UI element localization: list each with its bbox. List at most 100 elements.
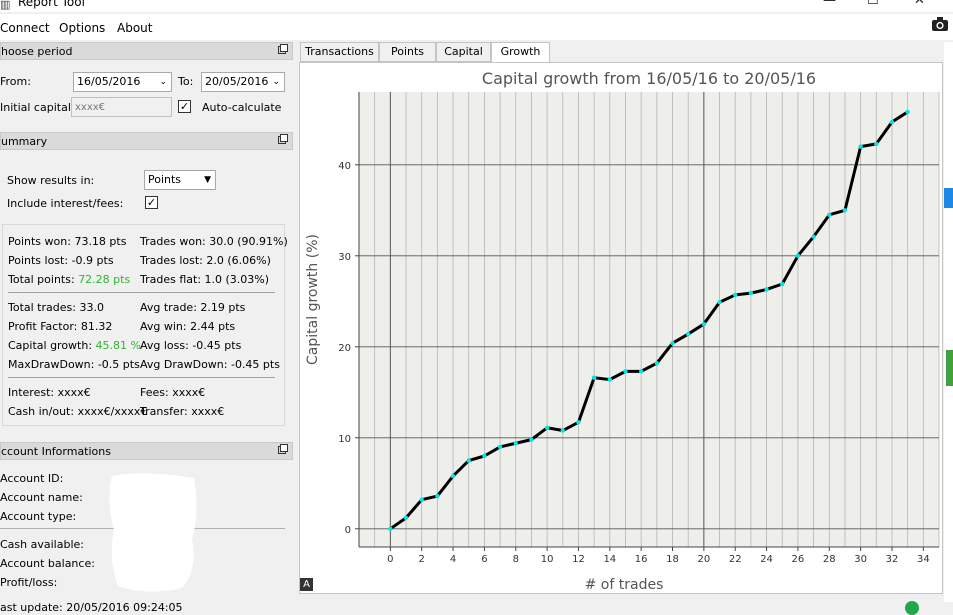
account-balance-label: Account balance: bbox=[0, 557, 95, 570]
stat-total-points-label: Total points: bbox=[8, 273, 79, 286]
y-tick-label: 10 bbox=[338, 434, 351, 445]
data-point bbox=[858, 144, 863, 149]
stat-total-points-value: 72.28 pts bbox=[78, 273, 131, 286]
text-mode-icon[interactable]: A bbox=[300, 578, 313, 591]
stat-points-lost: Points lost: -0.9 pts bbox=[8, 254, 114, 267]
x-tick-label: 28 bbox=[823, 554, 836, 565]
account-type-label: Account type: bbox=[0, 510, 77, 523]
x-tick-label: 10 bbox=[541, 554, 554, 565]
x-tick-label: 30 bbox=[854, 554, 867, 565]
x-tick-label: 0 bbox=[387, 554, 393, 565]
y-tick-label: 0 bbox=[345, 525, 351, 536]
data-point bbox=[685, 331, 691, 337]
data-point bbox=[842, 208, 848, 213]
y-tick-label: 20 bbox=[338, 343, 351, 354]
stat-fees: Fees: xxxx€ bbox=[140, 386, 206, 399]
stat-avg-trade: Avg trade: 2.19 pts bbox=[140, 301, 246, 314]
initial-capital-label: Initial capital: bbox=[0, 101, 75, 114]
camera-icon[interactable] bbox=[931, 16, 949, 32]
data-point bbox=[576, 420, 581, 425]
stat-capital-growth-value: 45.81 % bbox=[95, 339, 141, 352]
menu-about[interactable]: About bbox=[117, 21, 153, 35]
capital-growth-chart: 0 2 4 6 8 10 12 14 16 18 20 22 24 26 28 30 32 34010203040… bbox=[305, 69, 940, 593]
auto-calculate-label: Auto-calculate bbox=[202, 101, 282, 114]
stat-interest: Interest: xxxx€ bbox=[8, 386, 91, 399]
stats-divider bbox=[8, 292, 275, 293]
data-point bbox=[560, 428, 565, 433]
growth-line bbox=[389, 110, 909, 531]
data-point bbox=[435, 493, 440, 499]
data-point bbox=[513, 441, 518, 446]
period-dock-title: hoose period bbox=[1, 45, 73, 58]
menu-connect[interactable]: Connect bbox=[0, 21, 50, 35]
minimize-button[interactable]: — bbox=[823, 0, 836, 8]
x-tick-label: 4 bbox=[450, 554, 456, 565]
data-point bbox=[623, 369, 628, 374]
data-point bbox=[529, 437, 534, 442]
x-tick-label: 24 bbox=[760, 554, 773, 565]
data-point bbox=[450, 473, 456, 479]
adjacent-window-candle bbox=[946, 350, 953, 386]
include-interest-label: Include interest/fees: bbox=[7, 197, 124, 210]
plot-area bbox=[359, 92, 939, 547]
close-button[interactable]: ✕ bbox=[914, 0, 925, 8]
menu-bar bbox=[0, 14, 953, 40]
x-tick-label: 18 bbox=[666, 554, 679, 565]
stat-transfer: Transfer: xxxx€ bbox=[140, 405, 225, 418]
from-date-value: 16/05/2016 bbox=[77, 75, 141, 88]
y-tick-label: 40 bbox=[338, 161, 351, 172]
data-point bbox=[733, 292, 738, 298]
redaction-mask bbox=[109, 473, 197, 592]
data-point bbox=[780, 281, 785, 287]
stat-avg-drawdown: Avg DrawDown: -0.45 pts bbox=[140, 358, 280, 371]
app-icon: ▥ bbox=[0, 0, 11, 11]
period-dock-header: hoose period bbox=[0, 42, 293, 60]
x-tick-label: 14 bbox=[603, 554, 616, 565]
data-point bbox=[748, 290, 754, 296]
data-point bbox=[466, 458, 471, 463]
stat-total-trades: Total trades: 33.0 bbox=[8, 301, 104, 314]
initial-capital-input[interactable] bbox=[71, 97, 172, 117]
summary-dock-title: ummary bbox=[1, 135, 48, 148]
stat-cash-in-out: Cash in/out: xxxx€/xxxx€ bbox=[8, 405, 148, 418]
to-label: To: bbox=[178, 75, 194, 88]
data-point bbox=[482, 453, 487, 459]
include-interest-checkbox[interactable]: ✓ bbox=[145, 196, 158, 209]
account-id-label: Account ID: bbox=[0, 472, 64, 485]
auto-calculate-checkbox[interactable]: ✓ bbox=[178, 100, 191, 113]
data-point bbox=[874, 141, 879, 147]
stat-trades-won: Trades won: 30.0 (90.91%) bbox=[140, 235, 288, 248]
tab-transactions[interactable]: Transactions bbox=[300, 42, 379, 62]
show-results-select[interactable]: Points ▼ bbox=[144, 170, 216, 190]
account-name-label: Account name: bbox=[0, 491, 83, 504]
data-point bbox=[795, 253, 801, 258]
title-bar bbox=[0, 0, 953, 12]
from-date-picker[interactable]: 16/05/2016 ⌄ bbox=[73, 72, 172, 92]
menu-options[interactable]: Options bbox=[59, 21, 106, 35]
stat-avg-loss: Avg loss: -0.45 pts bbox=[140, 339, 242, 352]
data-point bbox=[544, 425, 550, 430]
stat-avg-win: Avg win: 2.44 pts bbox=[140, 320, 236, 333]
stat-trades-lost: Trades lost: 2.0 (6.06%) bbox=[140, 254, 271, 267]
tab-points[interactable]: Points bbox=[379, 42, 436, 62]
tab-growth[interactable]: Growth bbox=[491, 42, 550, 63]
x-tick-label: 22 bbox=[729, 554, 742, 565]
account-dock-title: ccount Informations bbox=[1, 445, 111, 458]
last-update-text: ast update: 20/05/2016 09:24:05 bbox=[0, 601, 183, 614]
x-tick-label: 8 bbox=[513, 554, 519, 565]
float-dock-icon[interactable] bbox=[278, 444, 288, 454]
x-tick-label: 32 bbox=[886, 554, 899, 565]
stat-capital-growth: Capital growth: 45.81 % bbox=[8, 339, 141, 352]
float-dock-icon[interactable] bbox=[278, 134, 288, 144]
data-point bbox=[827, 212, 832, 218]
adjacent-window-tab bbox=[944, 188, 953, 208]
float-dock-icon[interactable] bbox=[278, 44, 288, 54]
tab-capital[interactable]: Capital bbox=[436, 42, 491, 62]
stat-max-drawdown: MaxDrawDown: -0.5 pts bbox=[8, 358, 140, 371]
y-tick-label: 30 bbox=[338, 252, 351, 263]
to-date-picker[interactable]: 20/05/2016 ⌄ bbox=[201, 72, 285, 92]
maximize-button[interactable]: ☐ bbox=[867, 0, 879, 8]
data-point bbox=[889, 119, 895, 125]
data-point bbox=[701, 321, 707, 327]
show-results-label: Show results in: bbox=[7, 174, 95, 187]
